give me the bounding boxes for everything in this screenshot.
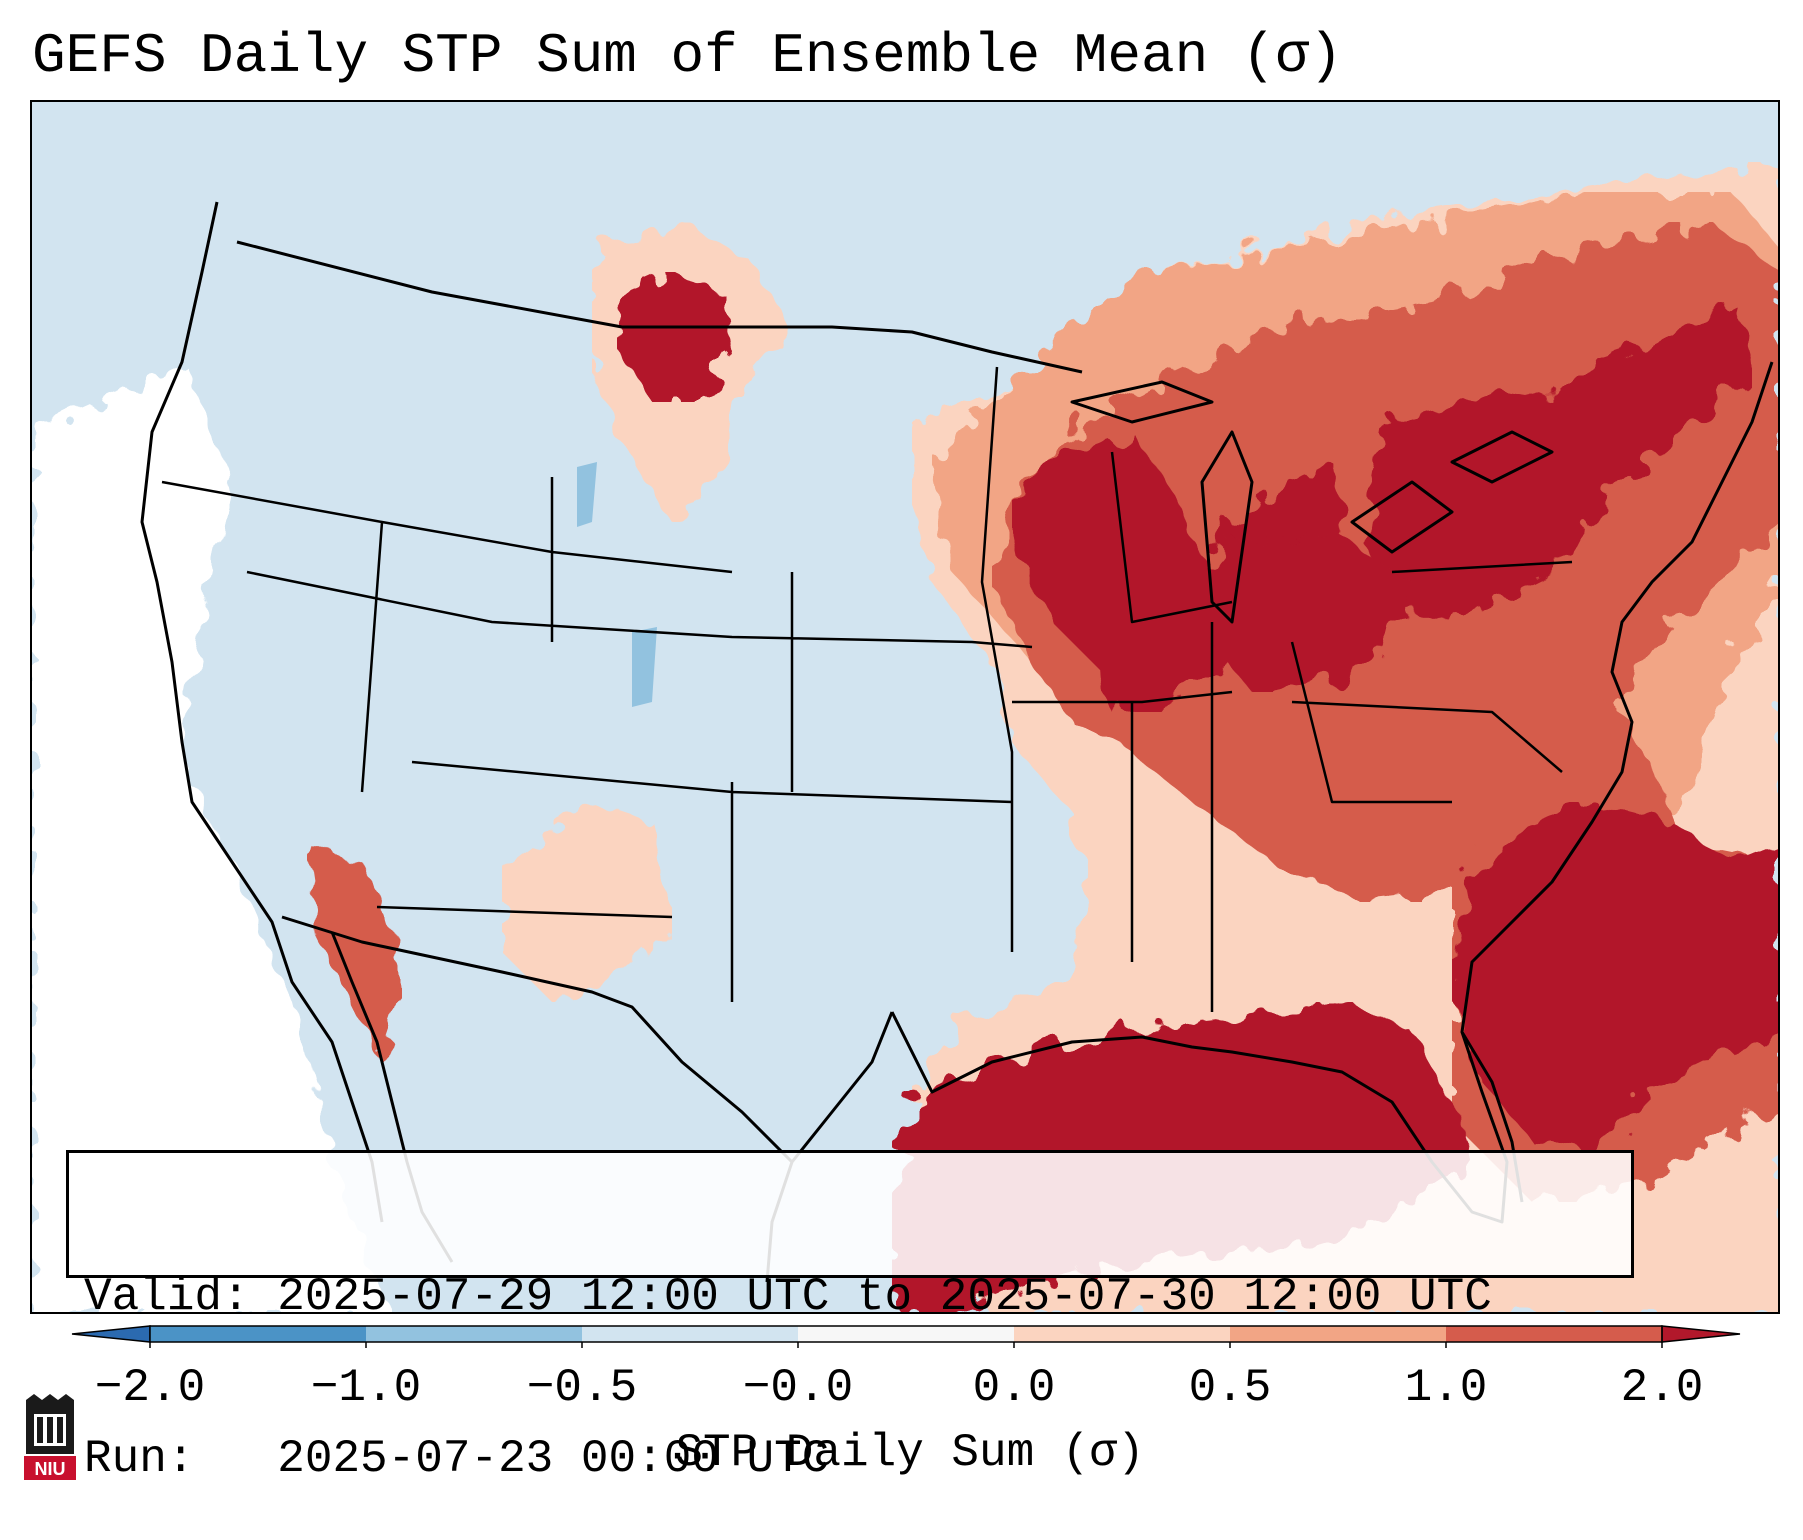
colorbar-tick-label: −2.0 [94, 1362, 206, 1414]
gulf-coastline [890, 361, 1774, 1224]
colorbar-extend-high [1661, 1325, 1741, 1343]
colorbar [71, 1325, 1741, 1348]
map-canvas [32, 162, 1778, 1312]
colorbar-outline [149, 1325, 1663, 1343]
colorbar-tick-label: 0.5 [1188, 1362, 1272, 1414]
west-coastline [140, 201, 384, 1223]
mexico-border [281, 915, 794, 1164]
valid-time-text: Valid: 2025-07-29 12:00 UTC to 2025-07-3… [84, 1271, 1492, 1323]
region-pacific-ocean-neutral [32, 362, 391, 1312]
colorbar-tick-label: −0.5 [526, 1362, 638, 1414]
region-montana [617, 272, 732, 402]
region-southwest-pink [502, 802, 672, 1002]
canada-border [236, 240, 1083, 374]
niu-logo-icon: NIU [24, 1394, 76, 1480]
colorbar-segment [1446, 1326, 1662, 1342]
colorbar-segment [1230, 1326, 1446, 1342]
map-panel [30, 100, 1780, 1314]
colorbar-segment [150, 1326, 366, 1342]
colorbar-segment [1014, 1326, 1230, 1342]
colorbar-segment [366, 1326, 582, 1342]
state-lines [161, 366, 1573, 1012]
map-title: GEFS Daily STP Sum of Ensemble Mean (σ) [32, 24, 1343, 88]
colorbar-tick-label: −0.0 [742, 1362, 854, 1414]
colorbar-tick-label: 2.0 [1620, 1362, 1704, 1414]
region-southeast-atlantic-coast [1452, 802, 1778, 1152]
region-baja-california [307, 842, 402, 1062]
colorbar-segment [798, 1326, 1014, 1342]
region-pennsylvania-new-york [1362, 302, 1752, 622]
valid-run-info-box: Valid: 2025-07-29 12:00 UTC to 2025-07-3… [66, 1150, 1634, 1485]
region-ohio-valley [1212, 532, 1412, 692]
region-upper-midwest-great-lakes [1012, 432, 1352, 712]
colorbar-tick-label: 1.0 [1404, 1362, 1488, 1414]
region-colorado-rockies [577, 462, 657, 707]
colorbar-label: STP Daily Sum (σ) [675, 1427, 1145, 1479]
run-time-text: Run: 2025-07-23 00:00 UTC [84, 1433, 830, 1485]
colorbar-tick-label: 0.0 [972, 1362, 1056, 1414]
colorbar-segment [582, 1326, 798, 1342]
great-lakes-outline [1070, 380, 1554, 624]
niu-logo-text: NIU [35, 1459, 66, 1479]
colorbar-tick-label: −1.0 [310, 1362, 422, 1414]
colorbar-extend-low [71, 1325, 151, 1343]
